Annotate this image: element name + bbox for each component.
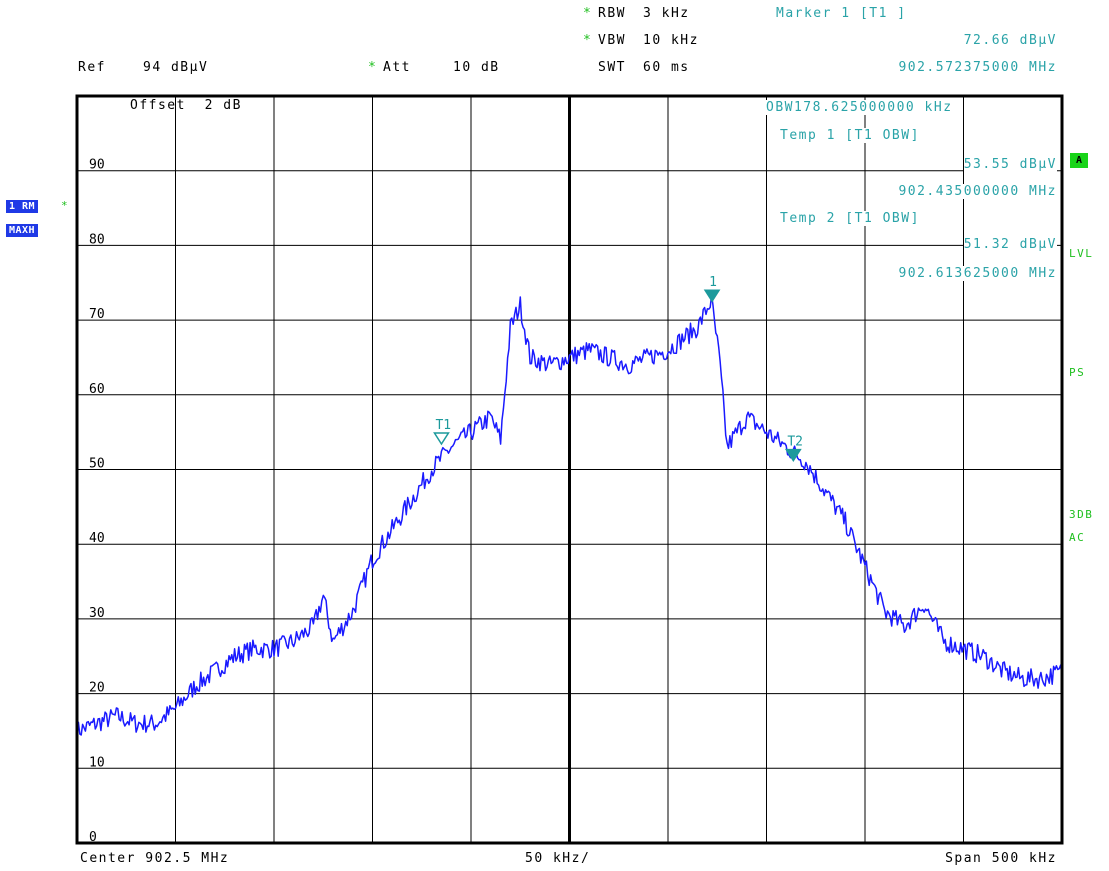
plot-frame: [75, 94, 1064, 845]
temp1-freq: 902.435000000 MHz: [898, 184, 1057, 199]
trace-star: *: [61, 199, 70, 212]
temp2-level: 51.32 dBµV: [963, 237, 1057, 252]
marker-level: 72.66 dBµV: [963, 33, 1057, 48]
y-tick-label: 70: [89, 307, 105, 322]
marker-freq: 902.572375000 MHz: [898, 60, 1057, 75]
vbw-label: VBW: [598, 33, 626, 48]
temp1-level: 53.55 dBµV: [963, 157, 1057, 172]
ref-label: Ref: [78, 60, 106, 75]
indicator-3db: 3DB: [1069, 508, 1094, 521]
ref-value: 94 dBµV: [143, 60, 209, 75]
plot-grid: [77, 96, 1062, 843]
marker-title: Marker 1 [T1 ]: [776, 6, 907, 21]
division-width: 50 kHz/: [525, 851, 591, 866]
indicator-ps: PS: [1069, 366, 1086, 379]
marker-triangle-t1: [433, 432, 450, 446]
att-star: *: [368, 60, 378, 75]
rbw-star: *: [583, 6, 593, 21]
obw-readout: OBW178.625000000 kHz: [766, 100, 953, 115]
swt-label: SWT: [598, 60, 626, 75]
marker-group: 1 T1 T2: [433, 275, 803, 463]
y-tick-label: 50: [89, 457, 105, 472]
y-tick-label: 40: [89, 531, 105, 546]
maxh-badge: MAXH: [6, 224, 39, 237]
y-tick-labels: 90 80 70 60 50 40 30 20 10 0: [89, 158, 105, 845]
y-tick-label: 30: [89, 606, 105, 621]
indicator-a: A: [1070, 153, 1089, 168]
y-tick-label: 60: [89, 382, 105, 397]
att-value: 10 dB: [453, 60, 500, 75]
marker-label-t1: T1: [435, 418, 451, 433]
vbw-star: *: [583, 33, 593, 48]
y-tick-label: 0: [89, 830, 97, 845]
marker-label-t2: T2: [787, 435, 803, 450]
temp2-title: Temp 2 [T1 OBW]: [780, 211, 920, 226]
indicator-ac: AC: [1069, 531, 1086, 544]
temp2-freq: 902.613625000 MHz: [898, 266, 1057, 281]
temp1-title: Temp 1 [T1 OBW]: [780, 128, 920, 143]
y-tick-label: 10: [89, 755, 105, 770]
y-tick-label: 80: [89, 232, 105, 247]
center-frequency: Center 902.5 MHz: [80, 851, 230, 866]
trace-badge: 1 RM: [6, 200, 39, 213]
att-label: Att: [383, 60, 411, 75]
span-width: Span 500 kHz: [945, 851, 1057, 866]
spectrum-trace: [76, 294, 1063, 741]
swt-value: 60 ms: [643, 60, 690, 75]
offset-label: Offset 2 dB: [130, 98, 242, 113]
rbw-value: 3 kHz: [643, 6, 690, 21]
marker-triangle-1: [703, 289, 721, 303]
rbw-label: RBW: [598, 6, 626, 21]
vbw-value: 10 kHz: [643, 33, 699, 48]
marker-label-1: 1: [709, 275, 717, 290]
y-tick-label: 20: [89, 681, 105, 696]
y-tick-label: 90: [89, 158, 105, 173]
marker-triangle-t2: [784, 448, 802, 463]
indicator-lvl: LVL: [1069, 247, 1094, 260]
